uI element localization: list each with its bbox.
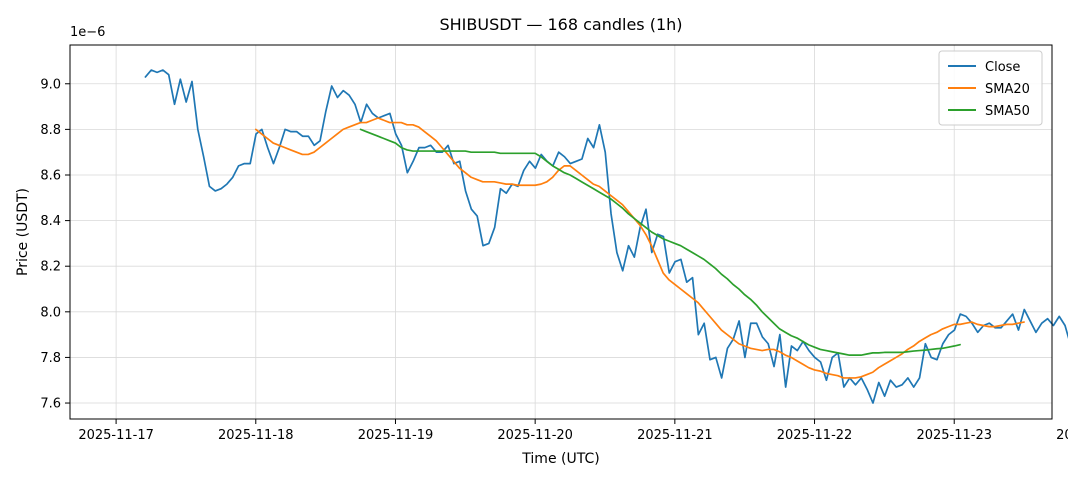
- series-lines: [144, 69, 1068, 404]
- plot-frame: [69, 44, 1053, 420]
- x-tick-label: 2025-11-20: [497, 428, 573, 443]
- y-tick-label: 7.8: [40, 351, 61, 366]
- x-tick-label: 2025-11-17: [78, 428, 154, 443]
- y-tick-label: 8.2: [40, 260, 61, 275]
- y-tick-label: 8.4: [40, 214, 61, 229]
- x-tick-label: 2025-11-21: [637, 428, 713, 443]
- legend-entry: SMA50: [985, 104, 1030, 119]
- legend-entry: Close: [985, 60, 1020, 75]
- x-tick-label: 2025-11-19: [358, 428, 434, 443]
- series-line-close: [144, 69, 1068, 404]
- x-tick-label: 2025-11-22: [777, 428, 853, 443]
- series-line-sma20: [254, 117, 1025, 379]
- legend-box: [938, 50, 1043, 126]
- x-tick-label: 2025-11-24: [1056, 428, 1068, 443]
- y-axis-label: Price (USDT): [15, 188, 31, 276]
- legend: Close SMA20 SMA50: [938, 50, 1043, 126]
- y-axis-ticks: 7.6 7.8 8.0 8.2 8.4 8.6 8.8 9.0: [40, 77, 70, 412]
- y-tick-label: 8.0: [40, 305, 61, 320]
- y-tick-label: 7.6: [40, 397, 61, 412]
- series-line-sma50: [359, 128, 961, 356]
- grid: [70, 45, 1052, 419]
- y-tick-label: 8.8: [40, 123, 61, 138]
- x-axis-label: Time (UTC): [521, 451, 599, 467]
- y-tick-label: 9.0: [40, 77, 61, 92]
- legend-entry: SMA20: [985, 82, 1030, 97]
- x-axis-ticks: 2025-11-17 2025-11-18 2025-11-19 2025-11-20…: [78, 419, 1068, 443]
- chart-title: SHIBUSDT — 168 candles (1h): [439, 15, 682, 34]
- x-tick-label: 2025-11-23: [916, 428, 992, 443]
- x-tick-label: 2025-11-18: [218, 428, 294, 443]
- y-tick-label: 8.6: [40, 168, 61, 183]
- y-scale-offset-label: 1e−6: [70, 25, 105, 40]
